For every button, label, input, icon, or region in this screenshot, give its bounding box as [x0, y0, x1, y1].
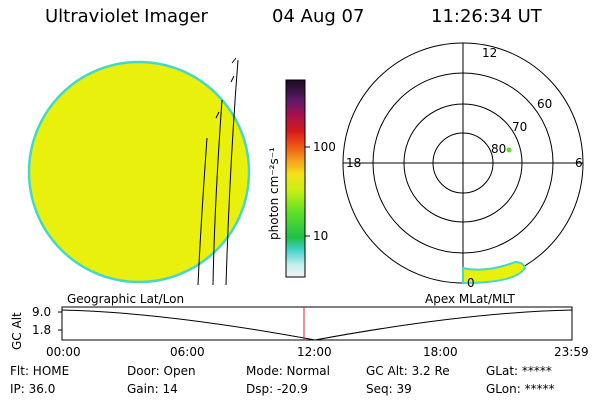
color-bar: [285, 79, 310, 278]
polar-plot: [342, 42, 584, 284]
colorbar-label: photon cm⁻²s⁻¹: [267, 147, 281, 240]
status-glat: GLat: *****: [486, 364, 552, 378]
altitude-ytick-9: 9.0: [32, 305, 52, 319]
lat-label-70: 70: [512, 120, 528, 134]
lat-label-60: 60: [537, 97, 553, 111]
altitude-ylabel: GC Alt: [10, 312, 24, 350]
earth-disk-image: [27, 57, 251, 286]
date-label: 04 Aug 07: [272, 6, 365, 27]
xtick-0600: 06:00: [170, 345, 205, 359]
status-flt: Flt: HOME: [10, 364, 70, 378]
xtick-1200: 12:00: [297, 345, 332, 359]
xtick-1800: 18:00: [423, 345, 458, 359]
status-dsp: Dsp: -20.9: [246, 382, 309, 396]
status-gain: Gain: 14: [127, 382, 178, 396]
altitude-plot: [58, 306, 573, 341]
mlt-label-18: 18: [346, 156, 362, 170]
mlt-label-0: 0: [467, 276, 475, 290]
status-ip: IP: 36.0: [10, 382, 56, 396]
time-label: 11:26:34 UT: [431, 6, 542, 27]
status-seq: Seq: 39: [366, 382, 412, 396]
status-glon: GLon: *****: [486, 382, 555, 396]
xtick-0000: 00:00: [46, 345, 81, 359]
colorbar-tick-10: 10: [313, 229, 329, 243]
altitude-ytick-1: 1.8: [32, 323, 52, 337]
apex-label: Apex MLat/MLT: [425, 292, 515, 306]
colorbar-tick-100: 100: [313, 140, 336, 154]
status-door: Door: Open: [127, 364, 196, 378]
xtick-2359: 23:59: [554, 345, 589, 359]
status-mode: Mode: Normal: [246, 364, 330, 378]
app-title: Ultraviolet Imager: [45, 6, 208, 27]
status-gcalt: GC Alt: 3.2 Re: [366, 364, 450, 378]
mlt-label-12: 12: [482, 46, 498, 60]
mlt-label-6: 6: [575, 156, 583, 170]
auroral-emission: [462, 147, 527, 285]
geographic-label: Geographic Lat/Lon: [67, 292, 185, 306]
lat-label-80: 80: [491, 142, 507, 156]
